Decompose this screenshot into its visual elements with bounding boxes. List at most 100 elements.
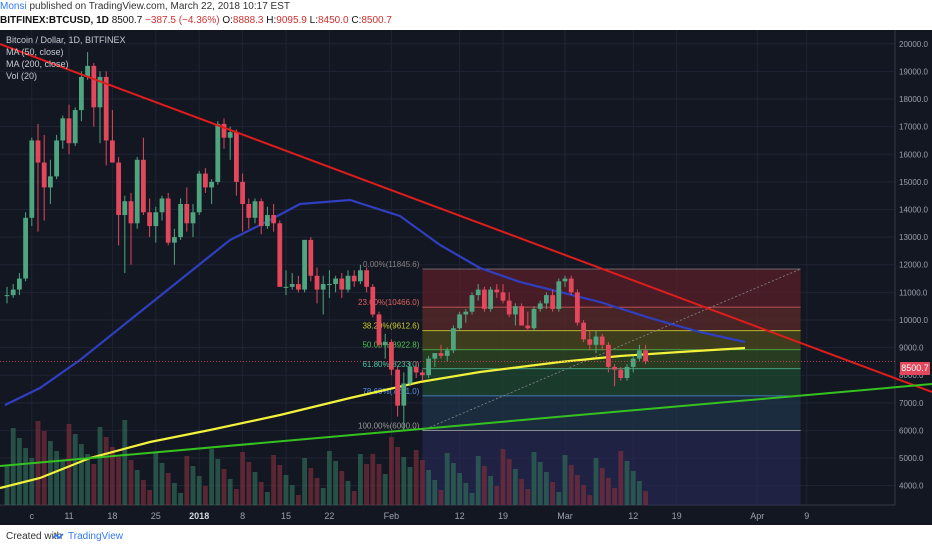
- candle-body: [289, 284, 295, 287]
- y-tick-label: 15000.0: [899, 178, 928, 187]
- volume-bar: [29, 458, 35, 505]
- volume-bar: [60, 461, 66, 505]
- candle-body: [252, 201, 258, 218]
- volume-bar: [54, 451, 59, 505]
- candle-body: [41, 162, 47, 188]
- volume-bar: [221, 469, 227, 505]
- volume-bar: [289, 485, 295, 505]
- volume-bar: [513, 469, 518, 505]
- candle-body: [482, 289, 487, 309]
- volume-bar: [351, 491, 357, 505]
- x-tick-label: 25: [151, 511, 161, 521]
- volume-bar: [277, 465, 283, 505]
- candle-body: [147, 212, 152, 227]
- candle-body: [209, 181, 214, 188]
- candle-body: [513, 306, 518, 315]
- candle-body: [128, 201, 134, 224]
- volume-bar: [469, 493, 475, 505]
- fib-diagonal: [422, 268, 801, 431]
- tradingview-link[interactable]: TradingView: [68, 531, 124, 542]
- current-price-tag: 8500.7: [900, 362, 930, 375]
- volume-bar: [444, 453, 450, 505]
- volume-bar: [382, 474, 388, 505]
- legend-vol: Vol (20): [6, 71, 38, 81]
- volume-bar: [134, 470, 140, 505]
- candle-body: [72, 110, 78, 144]
- x-tick-label: 11: [64, 511, 73, 521]
- fib-zone: [422, 368, 801, 396]
- candle-body: [141, 159, 146, 213]
- volume-bar: [128, 460, 134, 505]
- volume-bar: [395, 447, 400, 505]
- y-tick-label: 19000.0: [899, 67, 928, 76]
- author-link[interactable]: Monsi: [0, 1, 27, 12]
- candle-body: [587, 339, 593, 345]
- candle-body: [240, 181, 245, 204]
- volume-bar: [457, 473, 462, 505]
- candle-body: [370, 286, 376, 315]
- ascending-trendline: [0, 383, 932, 467]
- fib-level-label: 38.20%(9612.6): [362, 322, 419, 331]
- candle-body: [227, 132, 233, 138]
- candle-body: [401, 383, 407, 406]
- candle-body: [178, 203, 183, 238]
- candle-body: [624, 366, 630, 378]
- candle-body: [97, 76, 103, 108]
- created-with-text: Created with: [6, 531, 63, 542]
- fib-level-label: 23.60%(10466.0): [358, 298, 420, 307]
- volume-bar: [401, 457, 407, 505]
- volume-bar: [258, 482, 264, 505]
- candle-body: [4, 295, 10, 297]
- y-tick-label: 5000.0: [899, 454, 924, 463]
- volume-bar: [283, 475, 289, 505]
- x-tick-label: 9: [804, 511, 809, 521]
- fib-zone: [422, 269, 801, 308]
- candle-body: [488, 289, 493, 309]
- volume-bar: [618, 451, 624, 505]
- volume-bar: [500, 449, 506, 505]
- x-tick-label: 19: [672, 511, 682, 521]
- y-tick-label: 10000.0: [899, 316, 928, 325]
- volume-bar: [525, 489, 531, 505]
- candle-body: [469, 295, 475, 312]
- volume-bar: [234, 489, 239, 505]
- candle-body: [630, 358, 636, 367]
- fib-zone: [422, 330, 801, 350]
- candle-body: [389, 342, 394, 370]
- candle-body: [444, 350, 450, 356]
- y-tick-label: 7000.0: [899, 399, 924, 408]
- volume-bar: [537, 462, 543, 505]
- volume-bar: [296, 495, 301, 505]
- descending-trendline: [0, 43, 932, 393]
- candle-body: [302, 239, 307, 290]
- volume-bar: [451, 463, 456, 505]
- volume-bar: [240, 452, 245, 505]
- volume-bar: [79, 444, 84, 505]
- volume-bar: [432, 480, 438, 505]
- candle-body: [258, 201, 264, 227]
- volume-bar: [587, 495, 593, 505]
- volume-bar: [562, 455, 568, 505]
- y-tick-label: 20000.0: [899, 40, 928, 49]
- volume-bar: [506, 459, 512, 505]
- tradingview-logo-icon: [52, 533, 64, 540]
- candle-body: [190, 212, 196, 224]
- low-value: 8450.0: [318, 15, 349, 26]
- candle-body: [568, 278, 574, 293]
- candle-body: [556, 281, 562, 309]
- candle-body: [79, 76, 84, 111]
- volume-bar: [327, 451, 332, 505]
- volume-bar: [72, 434, 78, 505]
- volume-bar: [97, 427, 103, 505]
- volume-bar: [643, 491, 648, 505]
- candle-body: [420, 372, 425, 376]
- candle-body: [581, 322, 586, 340]
- candle-body: [432, 353, 438, 359]
- candle-body: [550, 295, 555, 309]
- chart-svg[interactable]: 4000.0 5000.0 6000.0 7000.0 8000.0 9000.0 1000…: [0, 30, 932, 525]
- candle-body: [544, 295, 549, 304]
- volume-bar: [41, 431, 47, 505]
- chart-legend: Bitcoin / Dollar, 1D, BITFINEX MA (50, c…: [6, 34, 126, 82]
- chart-area[interactable]: 4000.0 5000.0 6000.0 7000.0 8000.0 9000.0 1000…: [0, 30, 932, 525]
- candle-body: [172, 237, 177, 243]
